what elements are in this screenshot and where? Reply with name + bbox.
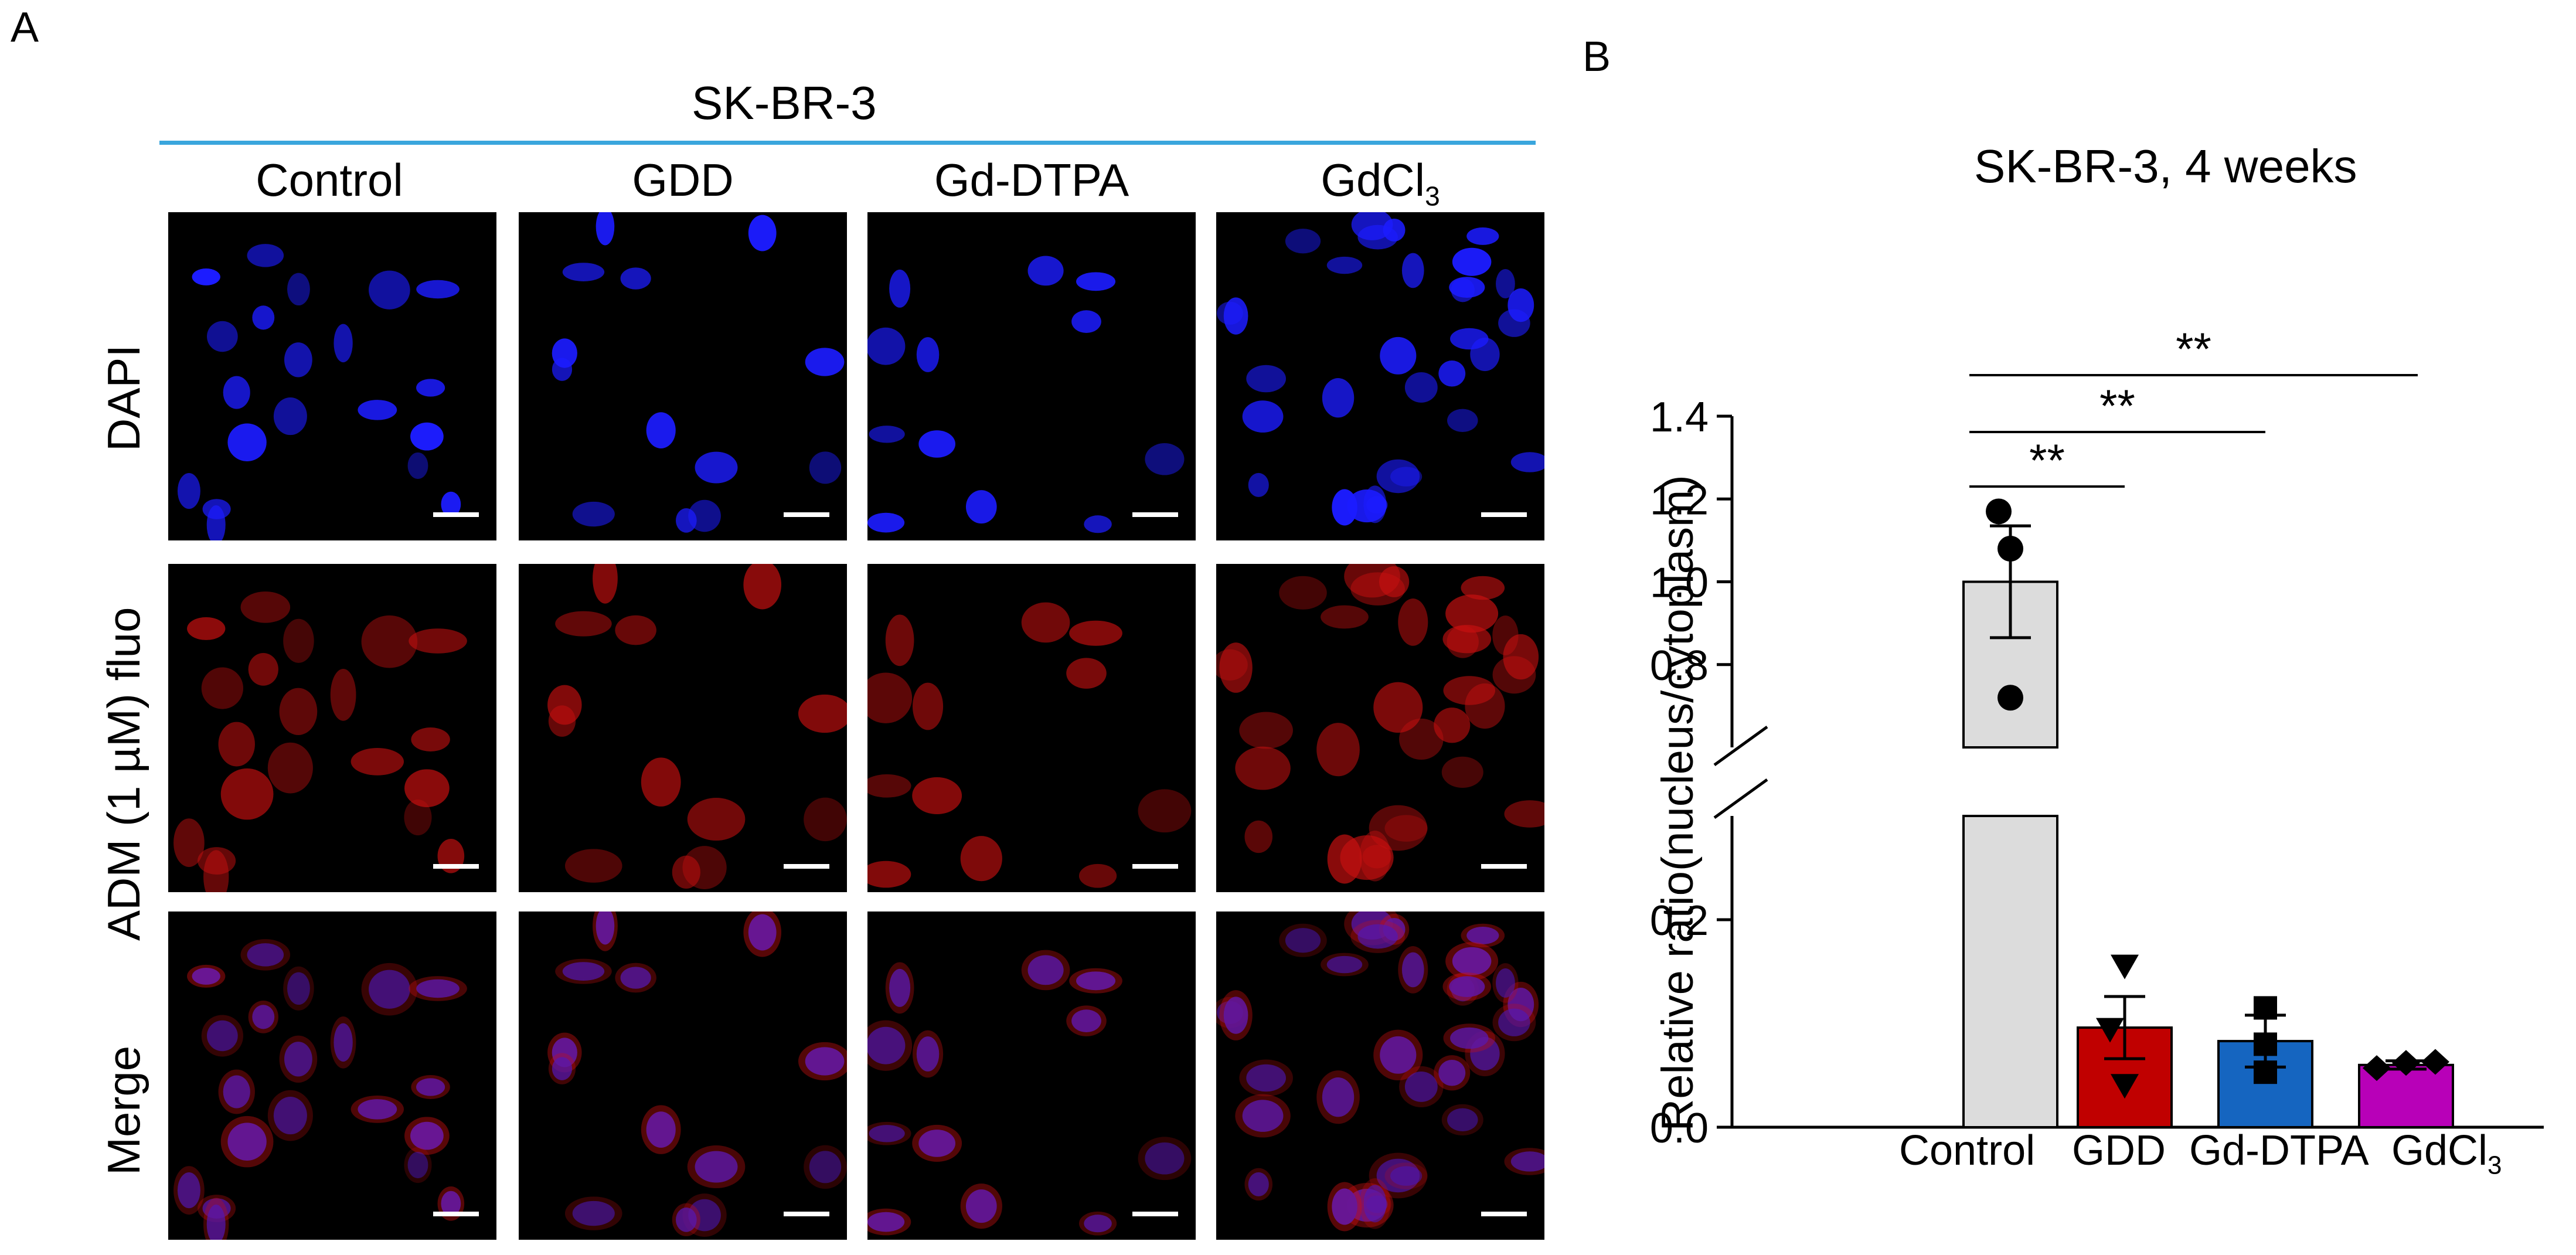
scale-bar <box>1132 1212 1178 1216</box>
micrograph-dapi-3 <box>1216 212 1544 540</box>
y-tick-label: 0.8 <box>1650 642 1709 689</box>
gdcl-subscript: 3 <box>1425 181 1440 212</box>
column-label-gdcl3: GdCl3 <box>1216 154 1544 212</box>
column-label-gd-dtpa: Gd-DTPA <box>934 154 1129 206</box>
micrograph-merge-1 <box>519 912 847 1240</box>
micrograph-merge-2 <box>867 912 1196 1240</box>
data-point <box>1997 685 2023 711</box>
y-tick-label: 1.0 <box>1650 560 1709 607</box>
data-point <box>2111 954 2139 979</box>
micrograph-merge-0 <box>168 912 496 1240</box>
gdcl-label: GdCl <box>1321 154 1425 206</box>
header-underline <box>159 141 1536 145</box>
significance-label: ** <box>2176 323 2211 375</box>
x-label-gdcl-subscript: 3 <box>2487 1151 2502 1180</box>
data-point <box>2254 996 2277 1020</box>
data-point <box>2421 1049 2449 1075</box>
y-tick-label: 1.2 <box>1650 477 1709 523</box>
scale-bar <box>433 512 479 517</box>
x-label-control: Control <box>1899 1127 2036 1174</box>
panel-a-header: SK-BR-3 <box>692 77 877 129</box>
data-point <box>1997 536 2023 562</box>
data-point <box>2392 1050 2420 1076</box>
x-label-gdd: GDD <box>2072 1127 2166 1174</box>
scale-bar <box>1481 512 1527 517</box>
significance-label: ** <box>2029 434 2065 486</box>
x-label-gdcl3: GdCl3 <box>2391 1127 2502 1180</box>
column-label-gdd: GDD <box>632 154 734 206</box>
micrograph-dapi-2 <box>867 212 1196 540</box>
micrograph-dapi-1 <box>519 212 847 540</box>
scale-bar <box>433 864 479 869</box>
data-point <box>2096 1018 2124 1043</box>
data-point <box>2363 1055 2391 1081</box>
micrograph-adm-0 <box>168 564 496 892</box>
scale-bar <box>1481 1212 1527 1216</box>
scale-bar <box>784 512 829 517</box>
micrograph-adm-1 <box>519 564 847 892</box>
scale-bar <box>784 1212 829 1216</box>
y-tick-label: 0.2 <box>1650 897 1709 944</box>
y-tick-label: 1.4 <box>1650 394 1709 441</box>
x-label-gd-dtpa: Gd-DTPA <box>2189 1127 2369 1174</box>
scale-bar <box>784 864 829 869</box>
scale-bar <box>1132 512 1178 517</box>
data-point <box>2254 1032 2277 1056</box>
micrograph-adm-2 <box>867 564 1196 892</box>
micrograph-adm-3 <box>1216 564 1544 892</box>
significance-label: ** <box>2099 380 2135 431</box>
axis-break-mark <box>1713 778 1768 819</box>
y-axis-label: Relative ratio(nucleus/cytoplasm) <box>1653 475 1703 1131</box>
panel-a-letter: A <box>11 4 39 51</box>
scale-bar <box>1132 864 1178 869</box>
scale-bar <box>433 1212 479 1216</box>
x-label-gdcl: GdCl <box>2391 1127 2488 1174</box>
y-tick-label: 0.0 <box>1650 1105 1709 1152</box>
column-label-control: Control <box>256 154 403 206</box>
micrograph-dapi-0 <box>168 212 496 540</box>
data-point <box>1986 498 2012 525</box>
bar-lower-control <box>1962 815 2058 1128</box>
data-point <box>2254 1060 2277 1084</box>
micrograph-merge-3 <box>1216 912 1544 1240</box>
scale-bar <box>1481 864 1527 869</box>
chart-title: SK-BR-3, 4 weeks <box>1974 140 2357 192</box>
panel-b-letter: B <box>1583 33 1611 80</box>
axis-break-mark <box>1713 725 1768 767</box>
data-point <box>2111 1074 2139 1099</box>
